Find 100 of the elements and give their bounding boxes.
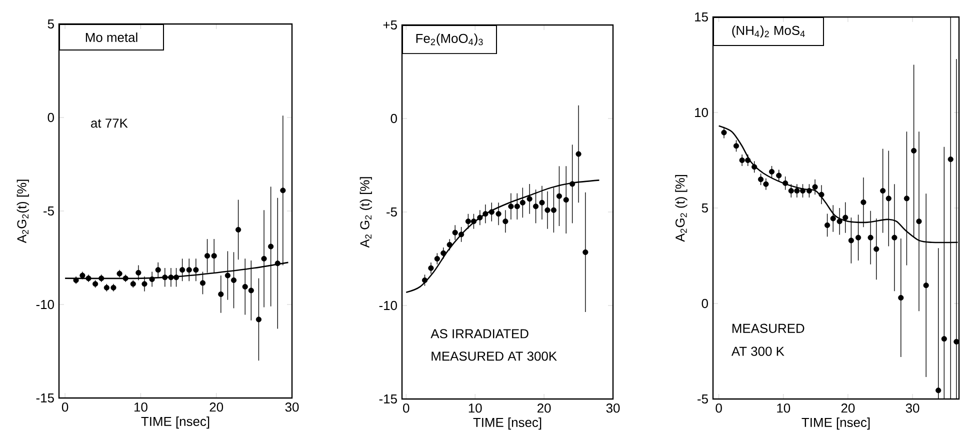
point: [422, 277, 428, 284]
point: [941, 336, 947, 342]
point: [136, 270, 142, 276]
point: [116, 270, 122, 276]
y-tick-label: -10: [379, 300, 397, 310]
x-axis-title: TIME [nsec]: [141, 416, 210, 429]
point: [582, 249, 588, 256]
y-tick-label: -10: [36, 300, 54, 310]
point: [452, 230, 458, 236]
point: [768, 168, 775, 175]
point: [576, 151, 582, 157]
point: [570, 181, 576, 187]
y-axis-title: A$_{2}$G$_{2}$ (t) [%]: [675, 174, 688, 242]
x-tick-label: 0: [716, 404, 722, 413]
x-tick-label: 30: [606, 404, 620, 413]
point: [173, 274, 180, 280]
point: [733, 143, 740, 149]
point: [274, 260, 280, 266]
point: [721, 130, 727, 136]
point: [936, 388, 942, 394]
point: [104, 284, 110, 290]
point: [758, 176, 764, 182]
point: [520, 200, 526, 206]
y-tick-label: 5: [702, 203, 708, 213]
point: [280, 188, 286, 194]
point: [514, 204, 520, 210]
point: [130, 281, 136, 287]
point: [818, 192, 824, 198]
y-axis-title: A$_{2}$ G$_{2}$ (t) [%]: [360, 177, 372, 248]
point: [142, 281, 148, 287]
y-tick-label: 0: [390, 114, 397, 124]
point: [874, 246, 880, 252]
x-tick-label: 10: [468, 404, 482, 413]
point: [186, 267, 192, 273]
point: [880, 188, 886, 194]
point: [563, 197, 569, 203]
point: [496, 211, 502, 217]
point: [122, 276, 128, 282]
x-tick-label: 0: [62, 402, 68, 412]
point: [446, 242, 452, 248]
point: [788, 188, 794, 194]
point: [488, 209, 494, 215]
x-tick-label: 20: [210, 402, 224, 412]
point: [886, 196, 892, 202]
point: [200, 280, 206, 286]
y-tick-label: 0: [48, 112, 54, 122]
point: [180, 267, 186, 273]
y-tick-label: -15: [36, 393, 54, 403]
point: [477, 214, 483, 220]
point: [204, 253, 210, 259]
y-tick-label: -5: [386, 207, 397, 217]
point: [911, 148, 917, 154]
point: [242, 284, 248, 290]
point: [193, 267, 199, 273]
point: [752, 164, 758, 170]
point: [256, 316, 262, 322]
point: [745, 157, 751, 164]
y-tick-label: +5: [383, 20, 397, 30]
point: [526, 196, 532, 202]
point: [923, 282, 929, 288]
point: [904, 196, 910, 202]
point: [898, 294, 904, 301]
y-tick-label: 15: [695, 12, 708, 22]
point: [860, 199, 866, 206]
text: (NH$_{4}$)$_{2}$ MoS$_{4}$: [732, 25, 805, 38]
x-axis-title: TIME [nsec]: [802, 418, 870, 430]
x-tick-label: 20: [538, 404, 551, 413]
point: [224, 272, 230, 278]
point: [110, 284, 116, 290]
text: Mo metal: [86, 32, 138, 42]
point: [948, 156, 954, 162]
point: [149, 276, 155, 282]
point: [539, 200, 545, 206]
point: [776, 172, 782, 178]
x-tick-label: 10: [134, 402, 148, 412]
point: [470, 218, 477, 224]
point: [916, 218, 922, 224]
x-tick-label: 30: [906, 404, 920, 413]
x-axis-title: TIME [nsec]: [473, 418, 542, 430]
point: [92, 281, 98, 287]
point: [482, 211, 488, 217]
point: [168, 274, 174, 280]
point: [763, 181, 769, 187]
point: [739, 157, 745, 164]
point: [162, 274, 168, 280]
point: [544, 207, 550, 213]
point: [842, 214, 848, 220]
point: [73, 277, 79, 283]
point: [556, 193, 562, 199]
x-tick-label: 20: [841, 404, 855, 413]
y-axis-title: A$_{2}$G$_{2}$(t) [%]: [16, 180, 29, 244]
x-tick-label: 0: [403, 404, 410, 413]
point: [502, 218, 508, 224]
point: [830, 216, 836, 222]
point: [261, 256, 267, 262]
point: [868, 234, 874, 240]
y-tick-label: 0: [702, 298, 708, 308]
annotation: at 77K: [91, 118, 128, 128]
point: [465, 218, 471, 224]
point: [211, 253, 217, 259]
